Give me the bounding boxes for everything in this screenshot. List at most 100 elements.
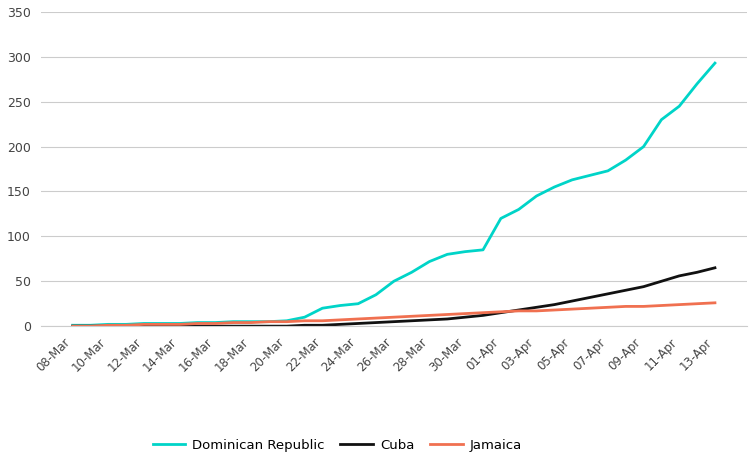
Jamaica	[603, 304, 612, 310]
Cuba	[550, 302, 559, 307]
Jamaica	[158, 322, 167, 327]
Jamaica	[211, 321, 220, 326]
Cuba	[175, 323, 184, 329]
Jamaica	[354, 316, 363, 322]
Cuba	[532, 304, 541, 310]
Cuba	[675, 273, 684, 279]
Jamaica	[104, 323, 113, 328]
Dominican Republic	[496, 216, 505, 221]
Cuba	[228, 323, 238, 329]
Jamaica	[372, 315, 381, 321]
Dominican Republic	[443, 251, 452, 257]
Dominican Republic	[68, 323, 77, 328]
Dominican Republic	[247, 319, 256, 324]
Dominican Republic	[639, 144, 648, 149]
Cuba	[104, 323, 113, 329]
Dominican Republic	[461, 249, 470, 255]
Dominican Republic	[265, 319, 274, 324]
Cuba	[603, 291, 612, 297]
Cuba	[121, 323, 130, 329]
Cuba	[86, 323, 95, 329]
Jamaica	[247, 320, 256, 325]
Jamaica	[139, 322, 149, 327]
Line: Cuba: Cuba	[72, 268, 715, 326]
Cuba	[693, 270, 702, 275]
Dominican Republic	[693, 81, 702, 87]
Dominican Republic	[657, 117, 666, 122]
Jamaica	[265, 319, 274, 324]
Jamaica	[479, 310, 488, 315]
Jamaica	[300, 318, 309, 323]
Cuba	[389, 319, 398, 324]
Jamaica	[675, 302, 684, 307]
Jamaica	[443, 312, 452, 317]
Jamaica	[710, 300, 719, 305]
Dominican Republic	[158, 321, 167, 326]
Dominican Republic	[532, 193, 541, 199]
Jamaica	[621, 304, 630, 309]
Dominican Republic	[318, 305, 327, 311]
Dominican Republic	[675, 103, 684, 109]
Dominican Republic	[104, 322, 113, 327]
Dominican Republic	[211, 320, 220, 325]
Dominican Republic	[139, 321, 149, 326]
Jamaica	[657, 303, 666, 308]
Cuba	[211, 323, 220, 329]
Cuba	[265, 323, 274, 329]
Cuba	[425, 317, 434, 323]
Dominican Republic	[479, 247, 488, 253]
Cuba	[443, 316, 452, 322]
Dominican Republic	[86, 323, 95, 328]
Jamaica	[425, 313, 434, 318]
Cuba	[300, 323, 309, 328]
Jamaica	[550, 307, 559, 313]
Cuba	[336, 322, 345, 327]
Cuba	[496, 310, 505, 315]
Cuba	[710, 265, 719, 270]
Jamaica	[282, 319, 291, 324]
Dominican Republic	[407, 270, 416, 275]
Dominican Republic	[121, 322, 130, 327]
Jamaica	[68, 323, 77, 329]
Jamaica	[586, 305, 595, 311]
Dominican Republic	[193, 320, 202, 325]
Dominican Republic	[336, 303, 345, 308]
Dominican Republic	[603, 168, 612, 173]
Jamaica	[639, 304, 648, 309]
Jamaica	[336, 317, 345, 323]
Cuba	[158, 323, 167, 329]
Line: Dominican Republic: Dominican Republic	[72, 63, 715, 325]
Dominican Republic	[300, 314, 309, 320]
Jamaica	[461, 311, 470, 316]
Cuba	[354, 321, 363, 326]
Cuba	[514, 307, 523, 313]
Dominican Republic	[425, 259, 434, 264]
Cuba	[193, 323, 202, 329]
Jamaica	[175, 322, 184, 327]
Dominican Republic	[282, 318, 291, 323]
Jamaica	[496, 309, 505, 314]
Dominican Republic	[568, 177, 577, 183]
Jamaica	[532, 308, 541, 313]
Cuba	[68, 323, 77, 329]
Cuba	[282, 323, 291, 329]
Dominican Republic	[621, 157, 630, 163]
Jamaica	[693, 301, 702, 306]
Cuba	[657, 279, 666, 284]
Cuba	[139, 323, 149, 329]
Dominican Republic	[514, 207, 523, 212]
Cuba	[568, 299, 577, 304]
Jamaica	[193, 321, 202, 326]
Dominican Republic	[710, 60, 719, 66]
Cuba	[461, 314, 470, 320]
Cuba	[372, 320, 381, 325]
Dominican Republic	[372, 292, 381, 298]
Cuba	[407, 318, 416, 323]
Jamaica	[86, 323, 95, 329]
Legend: Dominican Republic, Cuba, Jamaica: Dominican Republic, Cuba, Jamaica	[147, 434, 527, 453]
Cuba	[586, 295, 595, 300]
Cuba	[639, 284, 648, 289]
Dominican Republic	[228, 319, 238, 324]
Dominican Republic	[389, 279, 398, 284]
Cuba	[479, 313, 488, 318]
